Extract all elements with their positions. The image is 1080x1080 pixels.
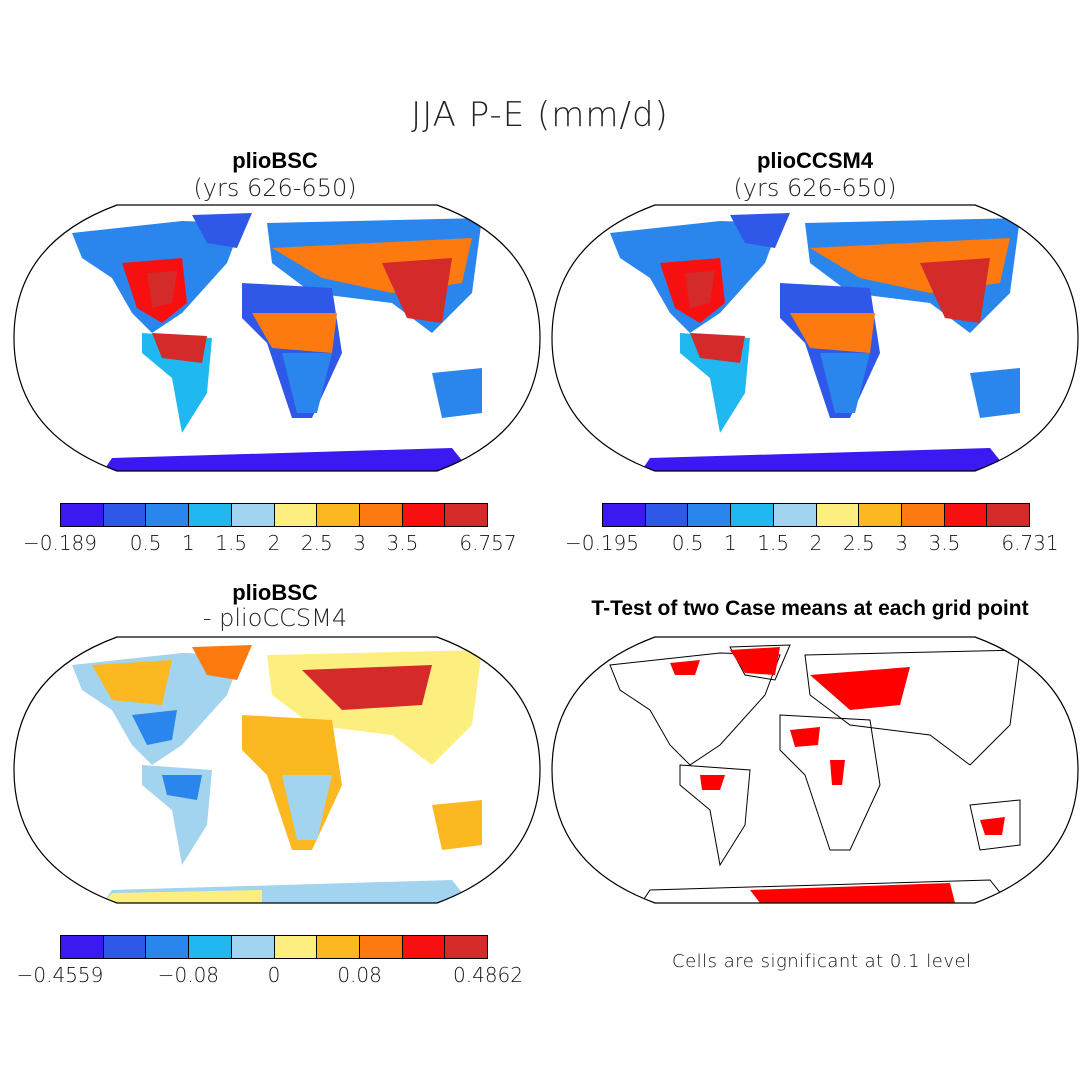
colorbar-2-tick-label: 0.5 (671, 531, 704, 555)
colorbar-1 (60, 503, 488, 527)
significance-note: Cells are significant at 0.1 level (672, 951, 972, 972)
colorbar-1-swatch (189, 504, 232, 526)
colorbar-1-tick-label: 3 (353, 531, 366, 555)
colorbar-2-swatch (688, 504, 732, 526)
colorbar-3-swatch (359, 936, 403, 958)
panel-2-subtitle: (yrs 626-650) (733, 174, 897, 202)
map-difference (13, 636, 541, 904)
colorbar-2-swatch (901, 504, 945, 526)
colorbar-2-tick-label: 1.5 (757, 531, 790, 555)
colorbar-2-tick-label: 2.5 (842, 531, 875, 555)
colorbar-3-swatch (189, 936, 232, 958)
map-ttest-significance (551, 636, 1079, 904)
colorbar-1-tick-label: 3.5 (386, 531, 419, 555)
colorbar-3 (60, 935, 488, 959)
colorbar-3-swatch (274, 936, 318, 958)
colorbar-2-swatch (816, 504, 860, 526)
colorbar-3-tick-label: 0 (267, 963, 281, 987)
colorbar-3-swatch (146, 936, 190, 958)
panel-2-title: plioCCSM4 (756, 148, 874, 173)
colorbar-3-swatch (61, 936, 104, 958)
colorbar-1-swatch (61, 504, 104, 526)
colorbar-1-swatch (402, 504, 446, 526)
colorbar-2-tick-label: 1 (724, 531, 737, 555)
colorbar-3-tick-label: −0.4559 (16, 963, 104, 987)
colorbar-3-tick-label: −0.08 (157, 963, 220, 987)
colorbar-1-tick-label: −0.189 (22, 531, 98, 555)
colorbar-2-tick-label: 6.731 (1001, 531, 1059, 555)
panel-1-subtitle: (yrs 626-650) (193, 174, 357, 202)
colorbar-3-swatch (402, 936, 446, 958)
colorbar-1-tick-label: 1 (182, 531, 195, 555)
panel-3-title: plioBSC (232, 580, 318, 605)
colorbar-3-swatch (317, 936, 360, 958)
map-plioccsm4 (551, 204, 1079, 472)
colorbar-3-swatch (445, 936, 488, 958)
colorbar-1-swatch (445, 504, 488, 526)
colorbar-2-tick-label: 3.5 (928, 531, 961, 555)
colorbar-2-tick-label: 3 (895, 531, 908, 555)
colorbar-1-swatch (146, 504, 190, 526)
panel-3-subtitle: - plioCCSM4 (202, 604, 348, 632)
colorbar-1-tick-label: 2 (267, 531, 281, 555)
colorbar-2-tick-label: 2 (809, 531, 823, 555)
colorbar-2-swatch (645, 504, 689, 526)
colorbar-3-tick-label: 0.08 (337, 963, 382, 987)
figure-title: JJA P-E (mm/d) (411, 95, 669, 135)
colorbar-1-swatch (103, 504, 147, 526)
colorbar-3-swatch (231, 936, 275, 958)
colorbar-1-swatch (231, 504, 275, 526)
colorbar-2-swatch (603, 504, 646, 526)
panel-4-title: T-Test of two Case means at each grid po… (591, 597, 1029, 620)
colorbar-2-swatch (944, 504, 988, 526)
colorbar-3-swatch (103, 936, 147, 958)
colorbar-2-swatch (859, 504, 902, 526)
panel-1-title: plioBSC (232, 148, 318, 173)
colorbar-2-swatch (987, 504, 1030, 526)
colorbar-1-tick-label: 0.5 (129, 531, 162, 555)
colorbar-2 (602, 503, 1030, 527)
colorbar-1-swatch (359, 504, 403, 526)
colorbar-2-swatch (731, 504, 774, 526)
colorbar-2-tick-label: −0.195 (564, 531, 640, 555)
colorbar-3-tick-label: 0.4862 (453, 963, 523, 987)
map-pliobsc (13, 204, 541, 472)
colorbar-1-swatch (274, 504, 318, 526)
colorbar-1-swatch (317, 504, 360, 526)
colorbar-1-tick-label: 2.5 (300, 531, 333, 555)
colorbar-2-swatch (773, 504, 817, 526)
colorbar-1-tick-label: 1.5 (215, 531, 248, 555)
colorbar-1-tick-label: 6.757 (459, 531, 517, 555)
